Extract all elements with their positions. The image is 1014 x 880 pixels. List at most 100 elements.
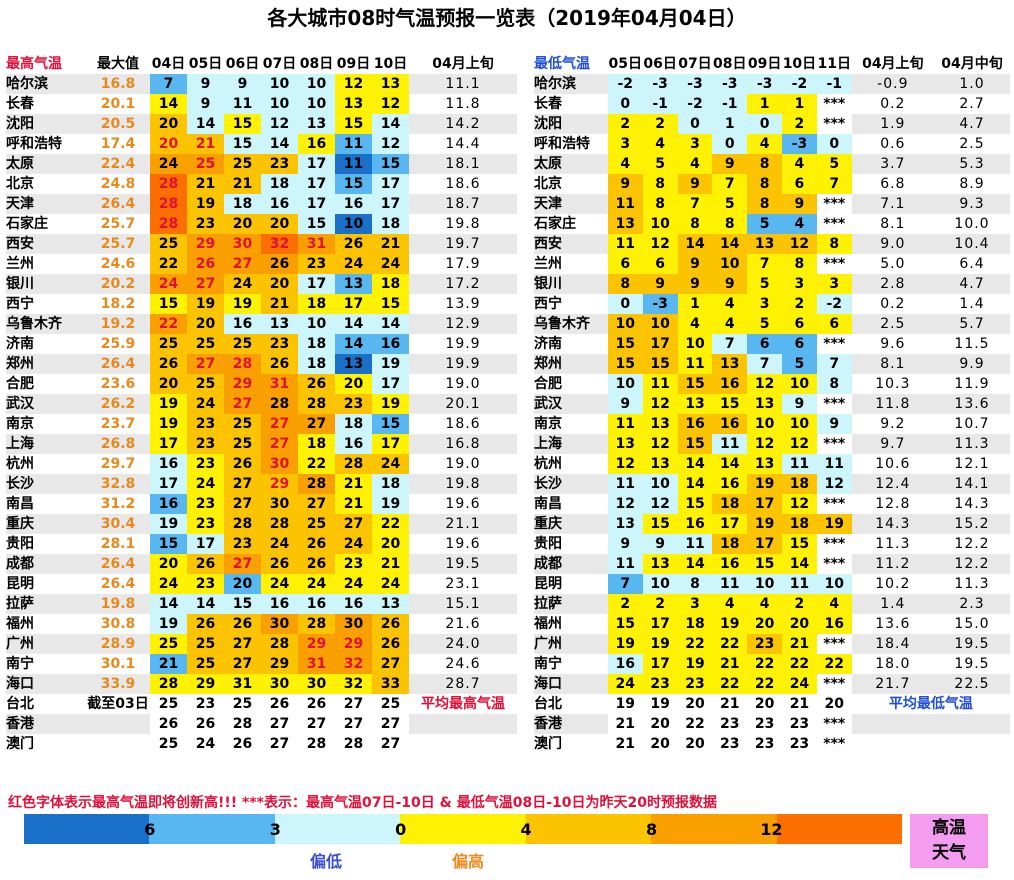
min-temp-cell: 22	[782, 654, 817, 674]
max-temp-cell: 26	[261, 254, 298, 274]
max-table-row: 兰州 24.6 22 26 27 26 23 24 24 17.9	[6, 254, 517, 274]
max-temp-cell: 29	[187, 234, 224, 254]
min-temp-cell: -2	[607, 74, 643, 94]
min-temp-cell: -2	[782, 74, 817, 94]
max-temp-cell: 18	[224, 194, 261, 214]
min-table-row: 太原 4 5 4 9 8 4 5 3.7 5.3	[534, 154, 1010, 174]
min-temp-cell: 4	[747, 594, 783, 614]
max-temp-cell: 16	[335, 594, 372, 614]
record-max-value: 25.7	[86, 234, 150, 254]
mid-april-avg: 9.3	[933, 194, 1010, 214]
min-table-header-cell: 04月上旬	[862, 56, 924, 72]
max-temp-cell: 10	[298, 74, 335, 94]
min-temp-cell: 17	[642, 334, 678, 354]
max-temp-cell: 13	[298, 114, 335, 134]
max-table-header-cell: 07日	[262, 56, 297, 72]
min-temp-cell: 0	[816, 134, 852, 154]
min-temp-cell: 17	[712, 514, 748, 534]
max-temp-cell: 28	[232, 716, 253, 732]
max-temp-cell: 26	[187, 254, 224, 274]
city-name: 澳门	[534, 736, 562, 752]
min-temp-cell: 14	[712, 234, 748, 254]
min-temp-cell: 23	[789, 736, 810, 752]
max-temp-cell: 17	[298, 154, 335, 174]
mid-april-avg: 8.9	[959, 176, 985, 192]
min-temp-cell: -3	[642, 74, 678, 94]
max-temp-cell: 10	[298, 94, 335, 114]
min-table-row: 西安 11 12 14 14 13 12 8 9.0 10.4	[534, 234, 1010, 254]
min-temp-cell: 4	[677, 154, 713, 174]
max-temp-cell: 16	[335, 194, 372, 214]
min-temp-cell: 1	[782, 94, 817, 114]
max-temp-cell: 26	[261, 354, 298, 374]
legend-segment: 4	[400, 814, 532, 844]
city-name: 呼和浩特	[6, 136, 62, 152]
city-name: 武汉	[534, 394, 608, 414]
early-april-avg: 21.7	[851, 674, 934, 694]
early-april-avg: 18.4	[851, 634, 934, 654]
min-table-row: 长春 0 -1 -2 -1 1 1 *** 0.2 2.7	[534, 94, 1010, 114]
max-table-row: 贵阳 28.1 15 17 23 24 26 24 20 19.6	[6, 534, 517, 554]
min-temp-cell: ***	[823, 736, 846, 752]
min-table-header-cell: 05日	[608, 56, 643, 72]
early-april-avg: 12.8	[875, 496, 911, 512]
period-avg-value	[409, 714, 517, 734]
max-temp-cell: 28	[298, 394, 335, 414]
period-avg-value: 18.6	[445, 416, 481, 432]
max-temp-cell: 28	[298, 474, 335, 494]
max-temp-cell: 24	[298, 574, 335, 594]
min-temp-cell: 20	[747, 614, 783, 634]
max-temp-cell: 27	[372, 654, 409, 674]
min-table-row: 昆明 7 10 8 11 10 11 10 10.2 11.3	[534, 574, 1010, 594]
min-table-row: 南宁 16 17 19 21 22 22 22 18.0 19.5	[534, 654, 1010, 674]
max-temp-cell: 26	[195, 716, 216, 732]
max-temp-cell: 27	[306, 716, 327, 732]
min-table-row: 北京 9 8 9 7 8 6 7 6.8 8.9	[534, 174, 1010, 194]
period-avg-value: 19.0	[445, 456, 481, 472]
min-table-row: 银川 8 9 9 9 5 3 3 2.8 4.7	[534, 274, 1010, 294]
min-table-header-cell: 07日	[678, 56, 712, 72]
page-title: 各大城市08时气温预报一览表（2019年04月04日）	[267, 6, 747, 30]
min-temp-cell: 0	[607, 94, 643, 114]
record-max-value: 33.9	[86, 674, 150, 694]
max-temp-cell: 27	[224, 634, 261, 654]
min-temp-cell: 13	[642, 414, 678, 434]
max-temp-cell: 24	[335, 534, 372, 554]
min-temp-cell: 8	[642, 174, 678, 194]
min-temp-cell: 9	[712, 274, 748, 294]
max-temp-cell: 19	[372, 494, 409, 514]
max-temp-cell: 15	[224, 114, 261, 134]
min-temp-cell: 24	[607, 674, 643, 694]
max-temp-cell: 19	[187, 294, 224, 314]
mid-april-avg: 19.5	[933, 634, 1010, 654]
min-temp-cell: 13	[642, 554, 678, 574]
min-temp-cell: 2	[782, 114, 817, 134]
city-name: 福州	[534, 616, 562, 632]
max-table-row: 合肥 23.6 20 25 29 31 26 20 17 19.0	[6, 374, 517, 394]
record-max-value: 20.2	[86, 274, 150, 294]
period-avg-value: 21.6	[445, 616, 481, 632]
max-temp-cell: 26	[372, 614, 409, 634]
early-april-avg: 0.6	[880, 136, 906, 152]
max-temp-cell: 10	[298, 314, 335, 334]
mid-april-avg: 10.7	[954, 416, 990, 432]
min-temp-cell: ***	[823, 116, 846, 132]
min-temp-cell: 19	[642, 634, 678, 654]
record-max-value: 28.1	[100, 536, 136, 552]
city-name: 成都	[6, 554, 86, 574]
min-temp-cell: 7	[607, 574, 643, 594]
max-table-row: 西宁 18.2 15 19 19 21 18 17 15 13.9	[6, 294, 517, 314]
min-temp-cell: 5	[712, 194, 748, 214]
min-temp-cell: 11	[677, 534, 713, 554]
min-temp-cell: 4	[816, 594, 852, 614]
max-table-row: 太原 22.4 24 25 25 23 17 11 15 18.1	[6, 154, 517, 174]
min-temp-cell: 13	[747, 454, 783, 474]
min-temp-cell: 14	[712, 454, 748, 474]
city-name: 拉萨	[534, 594, 608, 614]
min-temp-cell: 23	[720, 736, 740, 752]
max-temp-cell: 28	[335, 454, 372, 474]
city-name: 南京	[6, 416, 34, 432]
min-temp-cell: 13	[677, 394, 713, 414]
max-temp-cell: 15	[150, 534, 187, 554]
hot-weather-legend: 高温 天气	[910, 814, 988, 868]
